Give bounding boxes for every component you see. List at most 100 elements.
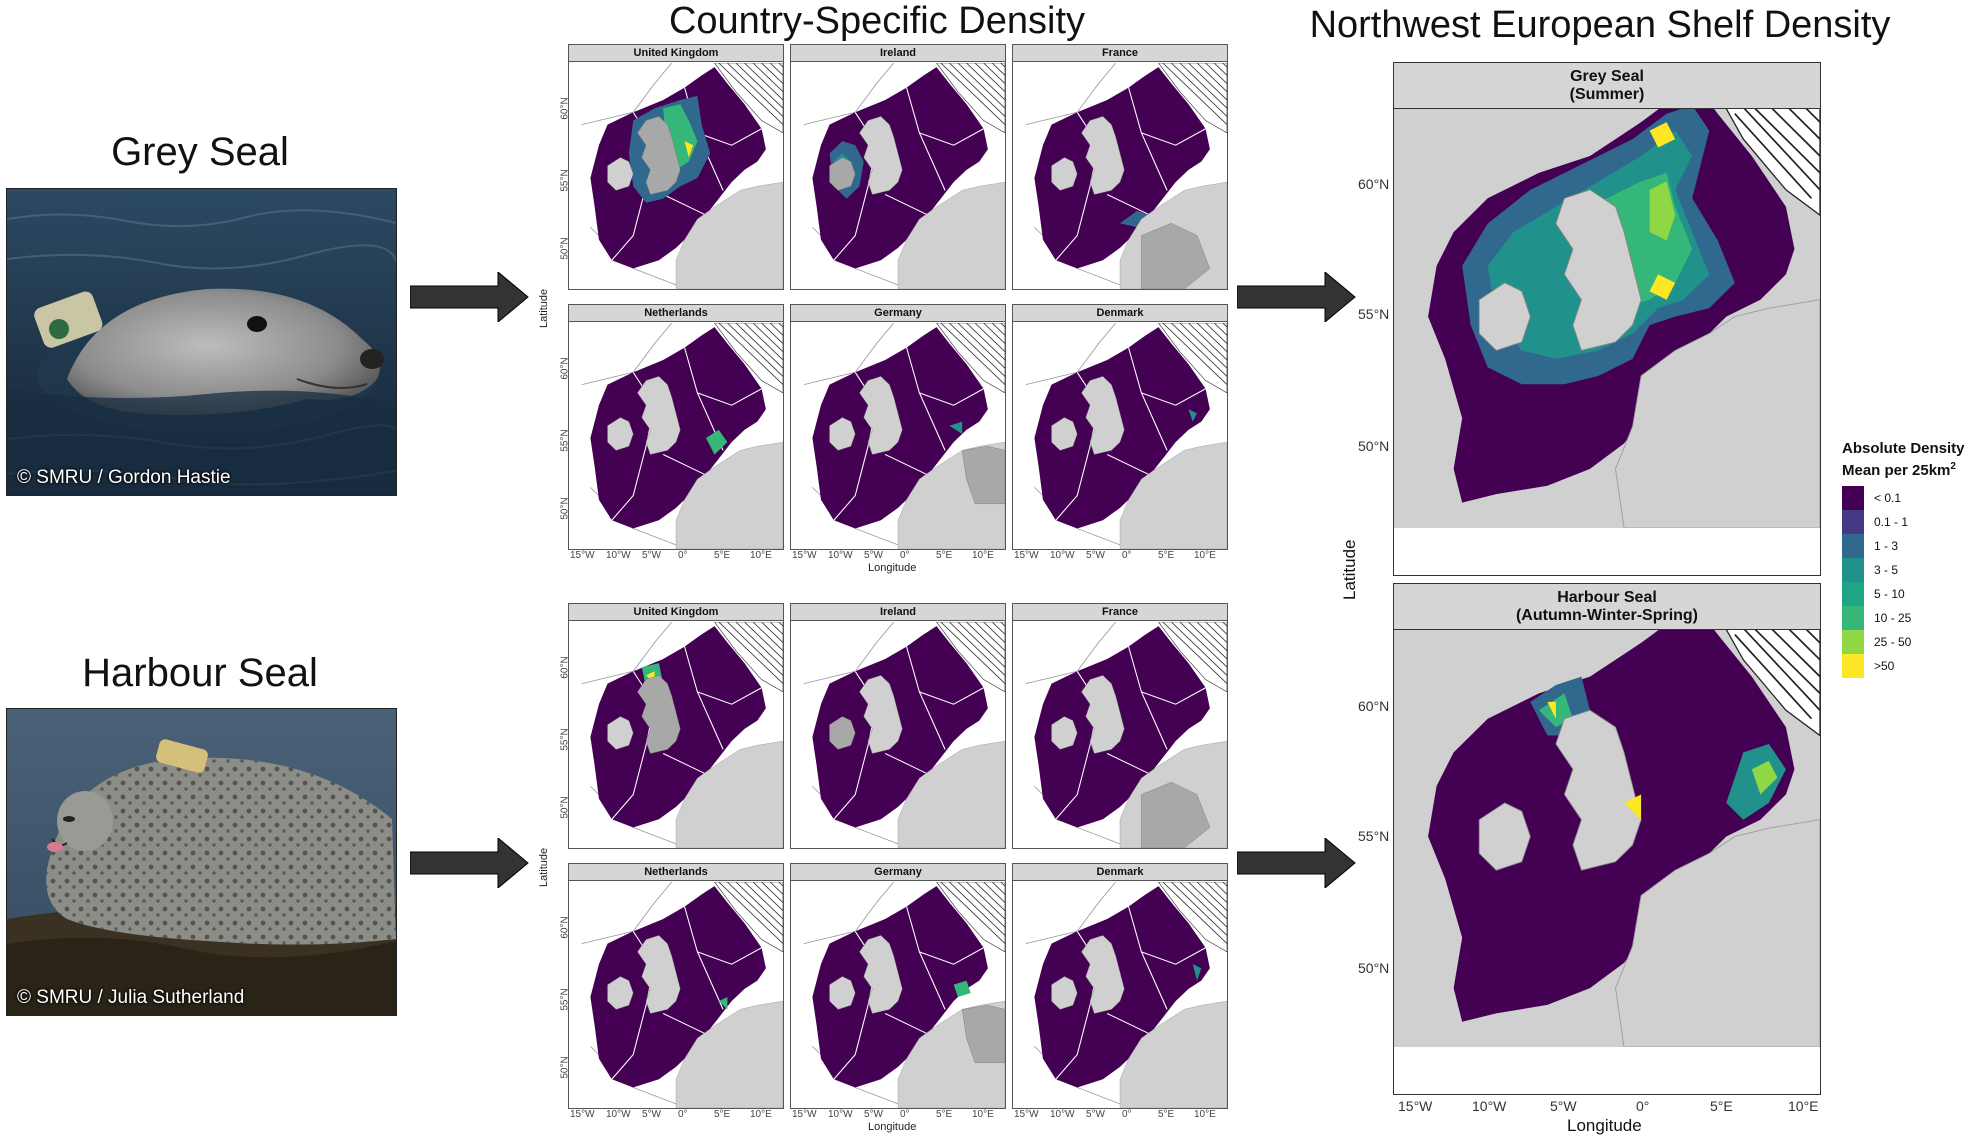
harbour-seal-title: Harbour Seal [82, 651, 318, 695]
density-map [1394, 63, 1820, 529]
y-tick: 50°N [1358, 960, 1390, 976]
y-axis-title: Latitude [538, 847, 550, 887]
country-panel-netherlands: Netherlands [568, 863, 784, 1109]
x-tick: 15°W [1398, 1098, 1433, 1114]
y-tick: 60°N [1358, 698, 1390, 714]
photo-credit: © SMRU / Gordon Hastie [17, 467, 231, 488]
y-tick: 55°N [1358, 828, 1390, 844]
legend-swatch [1842, 558, 1864, 582]
country-panel-france: France [1012, 603, 1228, 849]
x-tick: 5°W [642, 550, 661, 561]
y-tick: 50°N [559, 497, 571, 520]
legend-label: 5 - 10 [1874, 587, 1905, 601]
country-panel-united-kingdom: United Kingdom [568, 603, 784, 849]
x-tick: 10°W [1472, 1098, 1507, 1114]
grey-seal-photo: © SMRU / Gordon Hastie [6, 188, 397, 496]
x-tick: 0° [900, 550, 910, 561]
x-tick: 5°E [1158, 1109, 1175, 1120]
country-density-map [1013, 617, 1227, 848]
x-tick: 5°W [864, 1109, 883, 1120]
country-density-map [569, 318, 783, 549]
legend-items: < 0.1 0.1 - 1 1 - 3 3 - 5 5 - 10 10 - 25 25 - … [1842, 486, 1965, 678]
x-tick: 15°W [792, 1109, 817, 1120]
panel-strip: United Kingdom [569, 604, 783, 621]
country-density-map [1013, 318, 1227, 549]
x-axis-title: Longitude [1567, 1116, 1642, 1135]
x-tick: 5°W [642, 1109, 661, 1120]
panel-strip: Ireland [791, 604, 1005, 621]
legend-label: 10 - 25 [1874, 611, 1912, 625]
panel-strip: Ireland [791, 45, 1005, 62]
x-tick: 15°W [792, 550, 817, 561]
x-tick: 10°W [1050, 550, 1075, 561]
y-tick: 55°N [559, 429, 571, 452]
legend-item: 1 - 3 [1842, 534, 1965, 558]
legend-title: Absolute Density Mean per 25km2 [1842, 440, 1965, 479]
x-tick: 0° [678, 550, 688, 561]
arrow-right-icon [410, 272, 529, 322]
legend-item: 0.1 - 1 [1842, 510, 1965, 534]
panel-strip-species: Grey Seal [1570, 68, 1644, 85]
y-axis-title: Latitude [1340, 539, 1359, 601]
country-density-title: Country-Specific Density [668, 0, 1086, 42]
country-panel-united-kingdom: United Kingdom [568, 44, 784, 290]
y-tick: 50°N [559, 796, 571, 819]
y-tick: 60°N [559, 357, 571, 380]
x-tick: 5°E [1158, 550, 1175, 561]
panel-strip-season: (Summer) [1569, 86, 1645, 103]
x-tick: 10°E [750, 550, 772, 561]
legend-swatch [1842, 486, 1864, 510]
x-tick: 0° [900, 1109, 910, 1120]
harbour-shelf-map: Harbour Seal (Autumn-Winter-Spring) [1393, 583, 1821, 1095]
arrow-right-icon [1237, 838, 1356, 888]
photo-credit: © SMRU / Julia Sutherland [17, 987, 245, 1008]
panel-strip: Netherlands [569, 864, 783, 881]
y-tick: 60°N [559, 916, 571, 939]
x-axis-title: Longitude [868, 562, 917, 574]
legend-swatch [1842, 630, 1864, 654]
legend-label: 1 - 3 [1874, 539, 1899, 553]
x-tick: 5°E [714, 1109, 731, 1120]
legend-swatch [1842, 606, 1864, 630]
x-tick: 15°W [1014, 550, 1039, 561]
x-tick: 10°W [828, 1109, 853, 1120]
x-tick: 5°W [864, 550, 883, 561]
y-tick: 55°N [559, 169, 571, 192]
country-density-map [791, 877, 1005, 1108]
country-panel-denmark: Denmark [1012, 304, 1228, 550]
country-panel-ireland: Ireland [790, 44, 1006, 290]
x-tick: 15°W [1014, 1109, 1039, 1120]
legend-swatch [1842, 654, 1864, 678]
x-tick: 10°W [828, 550, 853, 561]
shelf-density-title: Northwest European Shelf Density [1309, 4, 1891, 46]
arrow-right-icon [1237, 272, 1356, 322]
country-panel-germany: Germany [790, 863, 1006, 1109]
legend-item: 25 - 50 [1842, 630, 1965, 654]
density-map [1394, 584, 1820, 1048]
country-panel-germany: Germany [790, 304, 1006, 550]
y-tick: 50°N [1358, 438, 1390, 454]
country-density-map [791, 617, 1005, 848]
x-tick: 5°E [936, 1109, 953, 1120]
x-tick: 5°E [714, 550, 731, 561]
country-density-map [791, 318, 1005, 549]
y-tick: 60°N [559, 97, 571, 120]
panel-strip: Denmark [1013, 864, 1227, 881]
legend-item: >50 [1842, 654, 1965, 678]
y-tick: 55°N [1358, 306, 1390, 322]
x-tick: 0° [1636, 1098, 1650, 1114]
x-tick: 15°W [570, 550, 595, 561]
legend-swatch [1842, 510, 1864, 534]
x-tick: 5°W [1086, 1109, 1105, 1120]
legend-swatch [1842, 582, 1864, 606]
panel-strip: Germany [791, 864, 1005, 881]
x-tick: 10°W [1050, 1109, 1075, 1120]
panel-strip: United Kingdom [569, 45, 783, 62]
y-tick: 50°N [559, 237, 571, 260]
grey-shelf-map: Grey Seal (Summer) [1393, 62, 1821, 576]
y-tick: 60°N [559, 656, 571, 679]
x-tick: 5°W [1086, 550, 1105, 561]
country-density-map [1013, 877, 1227, 1108]
x-tick: 15°W [570, 1109, 595, 1120]
x-tick: 10°E [1194, 1109, 1216, 1120]
